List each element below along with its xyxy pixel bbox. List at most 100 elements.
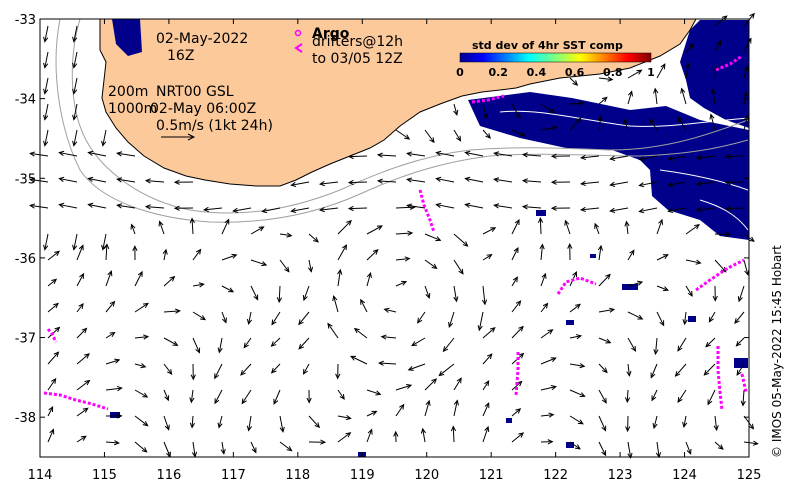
current-vector: [379, 362, 397, 365]
current-vector-head: [307, 266, 314, 273]
current-vector-head: [597, 244, 604, 251]
current-vector: [134, 389, 148, 398]
current-vector-head: [605, 273, 611, 280]
current-vector-head: [313, 237, 319, 243]
current-vector: [271, 337, 281, 347]
current-vector-head: [345, 432, 352, 438]
current-vector-head: [406, 203, 413, 209]
current-vector-head: [742, 91, 748, 98]
current-vector-head: [484, 402, 490, 409]
current-vector: [30, 152, 49, 157]
current-vector: [163, 276, 175, 287]
current-vector-head: [579, 392, 586, 398]
current-vector-head: [594, 222, 600, 229]
current-vector-head: [707, 399, 713, 406]
current-vector-head: [550, 357, 557, 363]
current-vector-head: [162, 248, 168, 255]
current-vector: [540, 414, 554, 417]
current-vector: [714, 441, 724, 450]
current-vector-head: [175, 308, 181, 314]
current-vector: [424, 259, 437, 269]
current-vector-head: [116, 151, 123, 157]
current-vector-head: [109, 300, 116, 307]
current-vector: [395, 206, 415, 209]
current-vector: [337, 415, 351, 419]
current-vector-head: [482, 112, 489, 119]
current-vector-head: [376, 178, 383, 184]
current-vector: [511, 300, 521, 313]
current-vector: [627, 441, 632, 458]
current-vector-head: [144, 178, 151, 184]
drifter-track: [418, 189, 436, 233]
current-vector-head: [572, 270, 578, 278]
current-vector: [569, 118, 582, 131]
current-vector: [47, 351, 59, 365]
current-vector-head: [49, 428, 55, 435]
current-vector: [448, 311, 455, 328]
current-vector-head: [652, 422, 658, 430]
drifter-track: [43, 391, 109, 411]
current-vector: [482, 380, 490, 391]
current-vector: [191, 218, 194, 235]
current-vector-head: [371, 410, 378, 416]
current-vector-head: [337, 268, 343, 275]
current-vector-head: [169, 275, 176, 282]
current-vector-head: [442, 346, 449, 353]
current-vector: [569, 77, 578, 86]
current-vector-head: [404, 134, 411, 140]
current-vector-head: [547, 329, 554, 335]
current-vector: [714, 40, 722, 53]
current-vector: [298, 311, 310, 325]
current-vector: [465, 152, 484, 157]
current-vector: [117, 204, 136, 209]
current-vector: [511, 408, 521, 417]
current-vector-head: [253, 294, 259, 301]
current-vector: [47, 278, 57, 287]
current-vector: [163, 310, 180, 313]
date-label: 02-May-2022: [156, 31, 248, 47]
current-vector-head: [271, 319, 277, 326]
current-vector: [482, 285, 486, 305]
current-vector-head: [539, 243, 545, 250]
current-vector-head: [490, 227, 497, 233]
current-vector-head: [695, 207, 703, 213]
current-vector-head: [515, 112, 521, 119]
current-vector-head: [273, 398, 279, 405]
current-vector: [44, 129, 49, 146]
current-vector-head: [137, 270, 143, 277]
x-tick-label: 117: [221, 468, 246, 483]
current-vector-head: [270, 367, 277, 374]
x-tick-label: 114: [28, 468, 53, 483]
current-vector: [443, 337, 455, 352]
current-vector-head: [637, 314, 644, 320]
current-vector-head: [464, 176, 471, 182]
current-vector: [279, 441, 292, 452]
current-vector: [598, 363, 608, 373]
current-vector-head: [713, 425, 719, 432]
current-vector-head: [101, 244, 107, 251]
current-vector: [320, 181, 339, 185]
current-vector: [453, 233, 468, 247]
current-vector-head: [43, 114, 49, 121]
current-vector: [627, 311, 643, 320]
current-vector-head: [202, 206, 209, 213]
current-vector-head: [737, 296, 743, 303]
current-vector: [598, 116, 602, 131]
current-vector-head: [744, 269, 750, 276]
current-vector: [44, 51, 49, 68]
x-tick-label: 118: [285, 468, 310, 483]
current-vector: [677, 337, 687, 352]
current-vector-head: [607, 76, 614, 82]
current-vector: [163, 389, 169, 401]
current-vector-head: [752, 440, 759, 446]
current-vector-head: [327, 322, 333, 329]
current-vector-head: [550, 205, 557, 211]
current-vector: [656, 254, 669, 261]
current-vector: [610, 181, 629, 186]
current-vector: [743, 115, 749, 131]
current-vector-head: [682, 421, 688, 428]
current-vector: [743, 259, 749, 275]
drifter-track: [716, 346, 724, 411]
current-vector-head: [48, 406, 54, 413]
current-vector-head: [347, 153, 354, 160]
